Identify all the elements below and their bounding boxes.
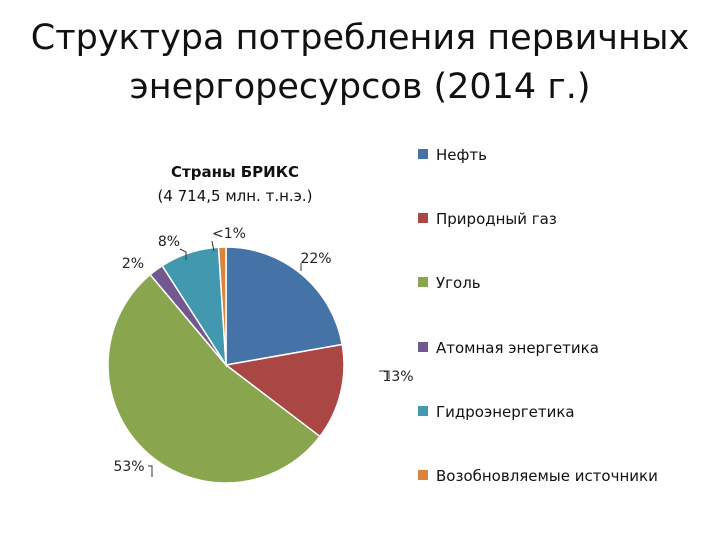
legend-label-4: Атомная энергетика: [436, 339, 599, 357]
data-label-3: 53%: [113, 459, 144, 475]
legend-swatch-6: [418, 470, 428, 480]
chart-title-main: Страны БРИКС: [171, 163, 299, 181]
legend-item-6: Возобновляемые источники: [418, 467, 658, 485]
legend-label-1: Нефть: [436, 146, 487, 164]
legend-swatch-3: [418, 277, 428, 287]
pie-slice-2: [224, 343, 345, 438]
slide-title: Структура потребления первичных энергоре…: [0, 14, 720, 112]
data-label-6: <1%: [212, 226, 246, 242]
leader-line-3: [148, 465, 153, 477]
chart-title: Страны БРИКС (4 714,5 млн. т.н.э.): [110, 160, 360, 208]
legend-item-5: Гидроэнергетика: [418, 403, 575, 421]
leader-line-5: [179, 248, 187, 260]
slide-title-line-2: энергоресурсов (2014 г.): [129, 67, 591, 107]
legend-label-5: Гидроэнергетика: [436, 403, 575, 421]
data-label-1: 22%: [300, 251, 331, 267]
legend-item-4: Атомная энергетика: [418, 339, 599, 357]
data-label-4: 2%: [122, 256, 144, 272]
legend-swatch-1: [418, 149, 428, 159]
legend-swatch-4: [418, 342, 428, 352]
pie-slice-1: [225, 246, 344, 366]
leader-line-2: [379, 370, 390, 379]
pie-slice-3: [107, 273, 321, 484]
legend-item-1: Нефть: [418, 146, 487, 164]
legend-item-3: Уголь: [418, 274, 481, 292]
legend-label-2: Природный газ: [436, 210, 557, 228]
data-label-5: 8%: [158, 234, 180, 250]
legend-swatch-5: [418, 406, 428, 416]
legend-label-3: Уголь: [436, 274, 481, 292]
legend-label-6: Возобновляемые источники: [436, 467, 658, 485]
leader-line-6: [211, 240, 215, 252]
pie-slice-6: [217, 246, 227, 366]
legend-swatch-2: [418, 213, 428, 223]
data-label-2: 13%: [382, 369, 413, 385]
legend-item-2: Природный газ: [418, 210, 557, 228]
slide-title-line-1: Структура потребления первичных: [30, 18, 690, 58]
chart-subtitle: (4 714,5 млн. т.н.э.): [157, 187, 313, 205]
